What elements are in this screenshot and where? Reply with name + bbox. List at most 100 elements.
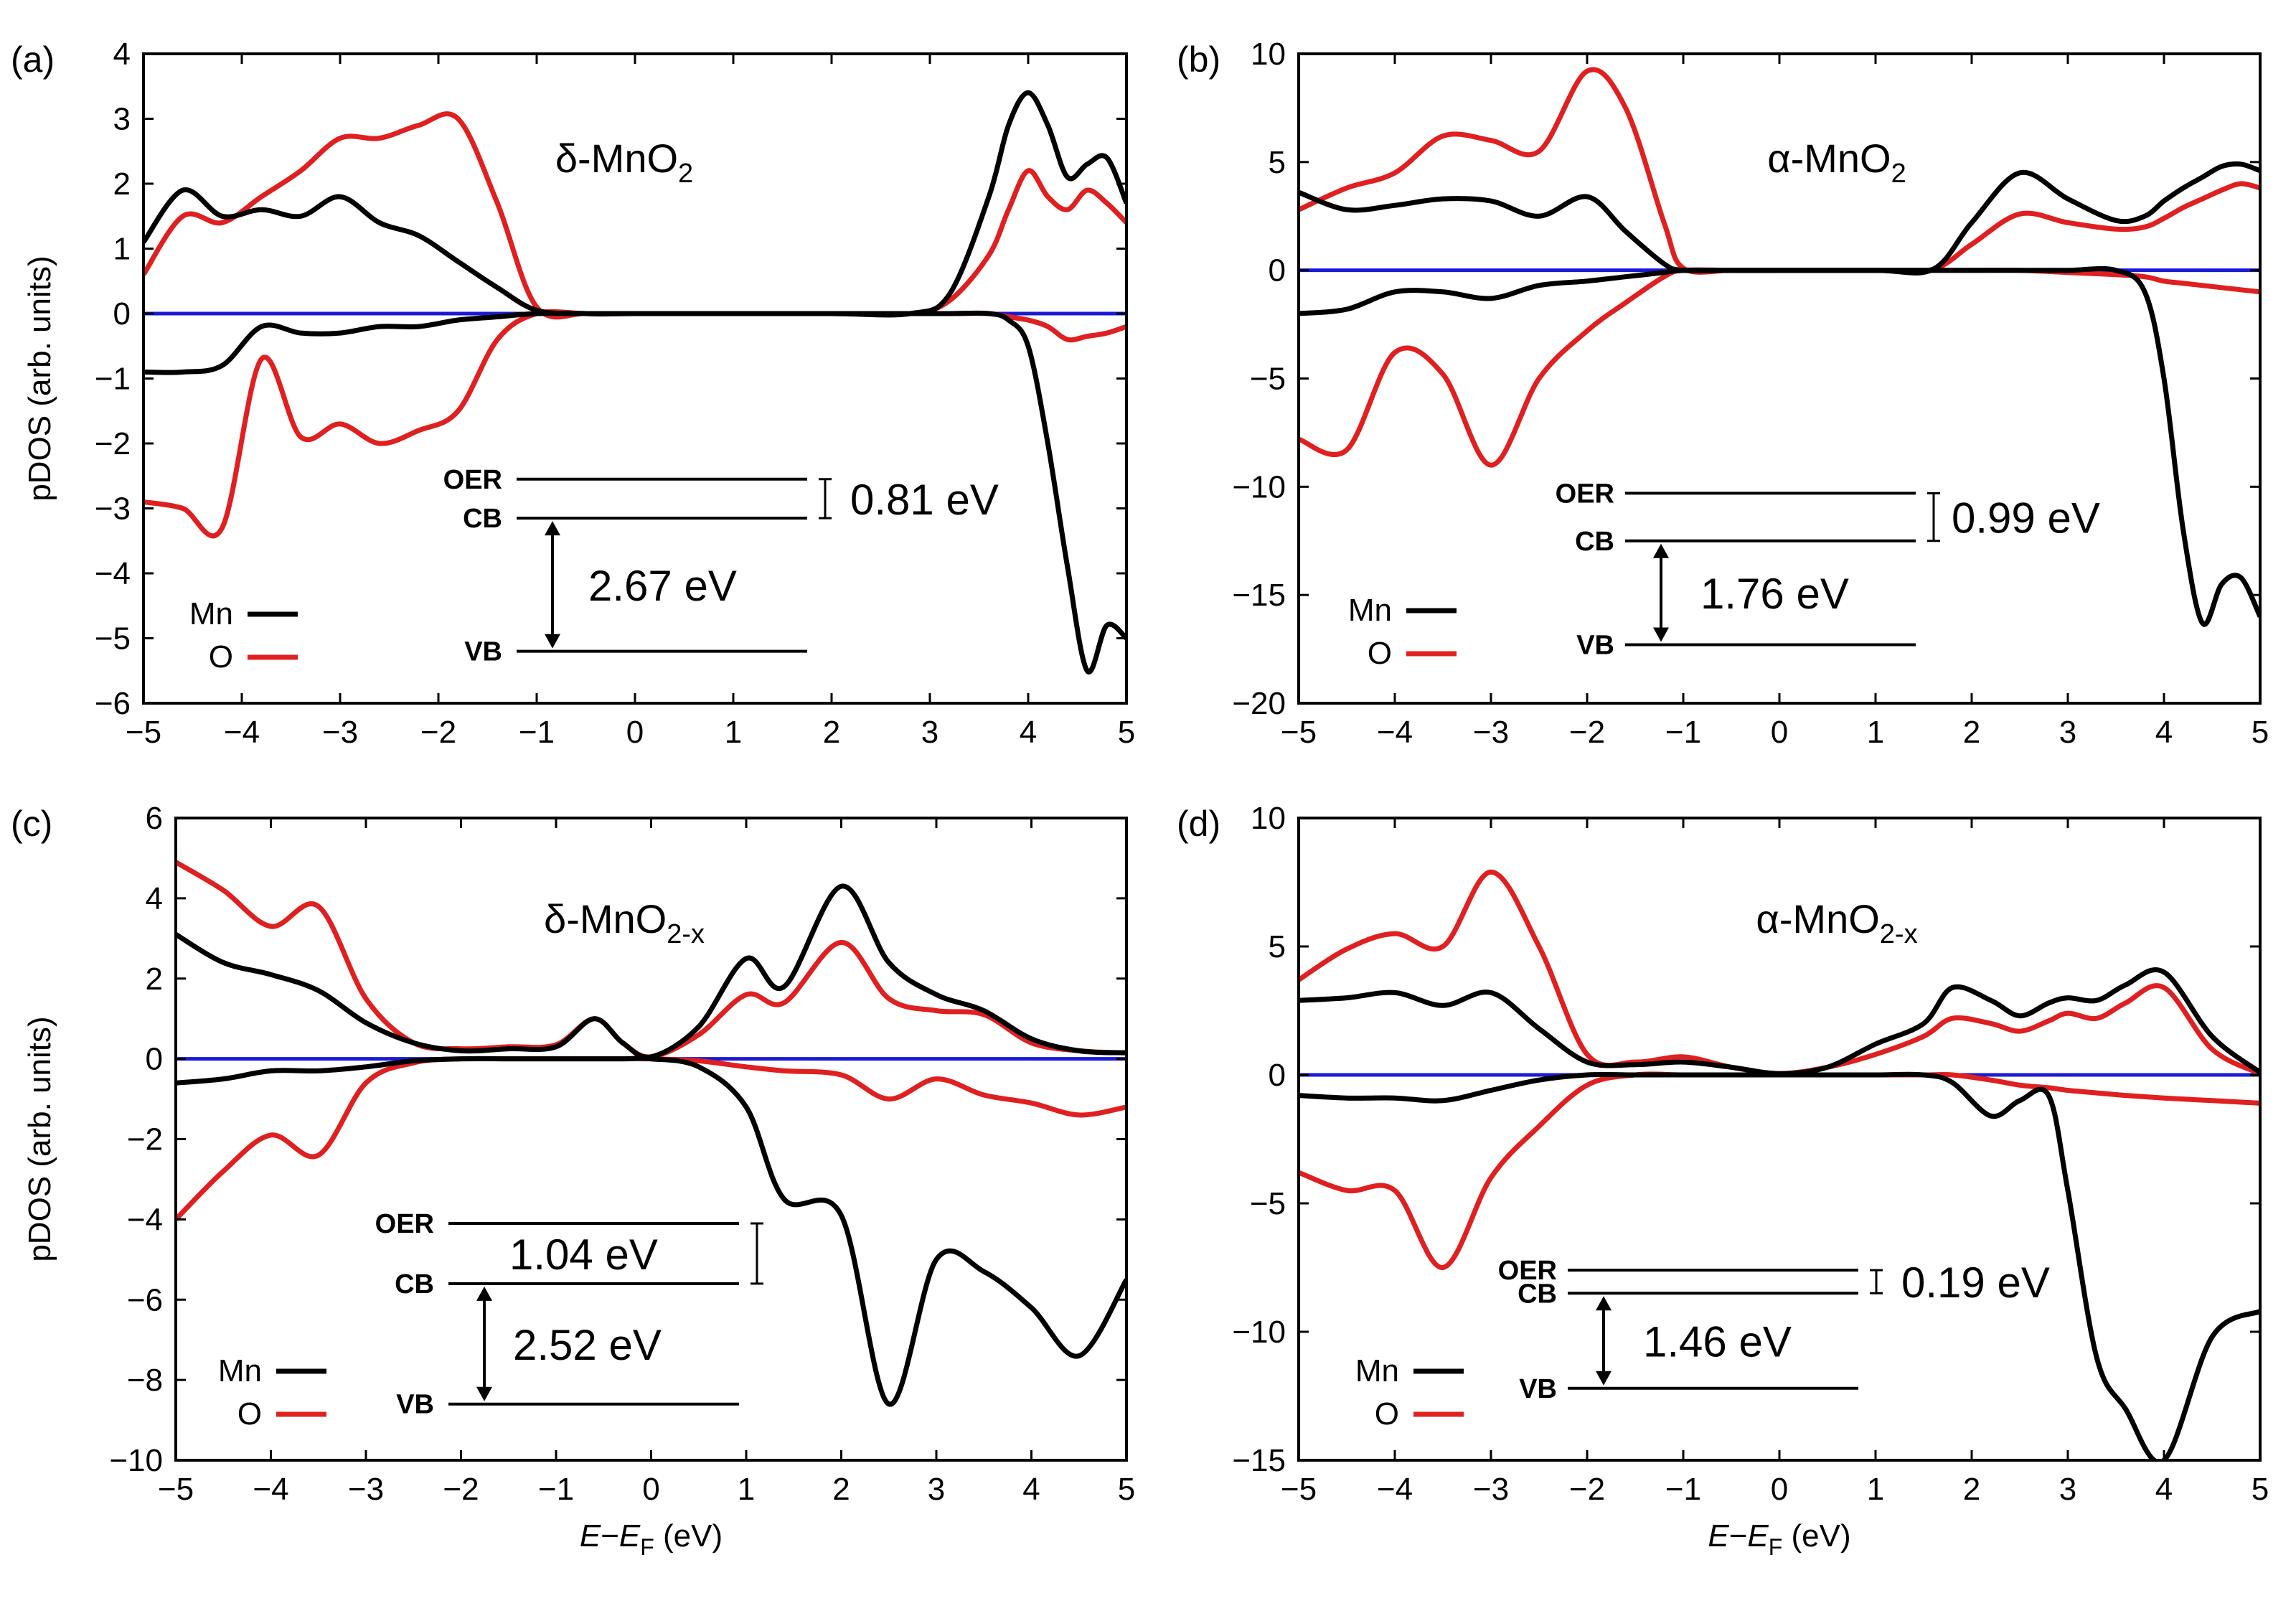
x-label-unit: (eV) — [654, 1518, 723, 1554]
series-o-down — [1299, 1071, 2260, 1270]
title-main: α-MnO — [1756, 896, 1879, 941]
x-tick-label: 1 — [1867, 1472, 1884, 1507]
y-tick-label: −1 — [95, 362, 131, 397]
series-mn-down — [144, 310, 1126, 675]
oer-level-label: OER — [1498, 1256, 1557, 1286]
x-tick-label: −5 — [1281, 1472, 1317, 1507]
x-tick-label: 1 — [1867, 715, 1884, 750]
x-axis-label: E−EF (eV) — [1708, 1518, 1850, 1560]
series-mn-down — [1299, 265, 2260, 627]
y-tick-label: 1 — [113, 232, 131, 267]
x-tick-label: −2 — [1569, 715, 1605, 750]
x-tick-label: −1 — [519, 715, 555, 750]
x-tick-label: −4 — [1377, 1472, 1413, 1507]
y-tick-label: −2 — [127, 1122, 163, 1157]
vb-level-label: VB — [1519, 1374, 1557, 1404]
x-label-f-sub: F — [640, 1534, 654, 1560]
x-tick-label: 1 — [725, 715, 742, 750]
x-label-f-sub: F — [1769, 1534, 1783, 1560]
arrow-head-up — [1653, 543, 1669, 558]
series-mn-down — [176, 1056, 1126, 1407]
x-tick-label: −5 — [158, 1472, 194, 1507]
y-tick-label: −5 — [95, 621, 131, 657]
series-mn-up — [176, 883, 1126, 1060]
oer-cb-gap-label: 0.19 eV — [1901, 1259, 2050, 1307]
y-tick-label: −15 — [1232, 1443, 1286, 1478]
title-main: α-MnO — [1767, 136, 1891, 181]
x-label-minus: − — [601, 1518, 619, 1554]
y-tick-label: 4 — [146, 881, 163, 916]
panel-title: α-MnO2 — [1767, 136, 1906, 189]
series-o-down — [176, 1056, 1126, 1221]
legend-o-label: O — [209, 639, 233, 675]
x-tick-label: −3 — [1473, 715, 1509, 750]
x-tick-label: 5 — [2252, 1472, 2269, 1507]
vb-level-label: VB — [464, 637, 502, 667]
panel-label: (d) — [1177, 804, 1220, 844]
x-tick-label: 2 — [1963, 715, 1980, 750]
panel-label: (b) — [1177, 39, 1220, 80]
band-gap-label: 1.76 eV — [1700, 570, 1849, 618]
legend-o-label: O — [1368, 636, 1392, 671]
band-gap-label: 1.46 eV — [1643, 1318, 1792, 1366]
oer-level-label: OER — [443, 465, 502, 495]
series-group — [144, 90, 1126, 675]
y-tick-label: −8 — [127, 1363, 163, 1398]
series-mn-down — [1299, 1071, 2260, 1460]
x-tick-label: 0 — [642, 1472, 659, 1507]
title-main: δ-MnO — [555, 136, 678, 181]
arrow-head-up — [1596, 1296, 1612, 1311]
vb-level-label: VB — [396, 1390, 434, 1420]
x-tick-label: −1 — [1665, 1472, 1701, 1507]
arrow-head-up — [545, 521, 560, 536]
oer-cb-gap-label: 0.81 eV — [850, 476, 999, 524]
x-tick-label: −2 — [420, 715, 456, 750]
oer-level-label: OER — [1556, 479, 1614, 509]
panel-label: (c) — [11, 804, 52, 844]
x-tick-label: 0 — [626, 715, 644, 750]
oer-cb-gap-label: 0.99 eV — [1952, 494, 2100, 542]
x-tick-label: 4 — [1022, 1472, 1040, 1507]
x-tick-label: −1 — [1665, 715, 1701, 750]
x-tick-label: 5 — [1118, 1472, 1135, 1507]
x-tick-label: 5 — [2252, 715, 2269, 750]
vb-level-label: VB — [1576, 631, 1614, 661]
y-tick-label: 0 — [1269, 253, 1286, 288]
x-tick-label: 4 — [2155, 715, 2173, 750]
x-label-e: E — [580, 1518, 601, 1554]
x-tick-label: −4 — [253, 1472, 288, 1507]
y-tick-label: −4 — [127, 1202, 163, 1237]
series-o-down — [1299, 267, 2260, 468]
arrow-head-down — [545, 634, 560, 649]
cb-level-label: CB — [1518, 1279, 1557, 1309]
title-subscript: 2-x — [667, 919, 705, 949]
x-label-unit: (eV) — [1782, 1518, 1850, 1554]
x-tick-label: 2 — [832, 1472, 850, 1507]
x-label-ef: E — [619, 1518, 641, 1554]
band-gap-label: 2.67 eV — [588, 562, 737, 610]
series-group — [1299, 869, 2260, 1460]
legend-o-label: O — [237, 1396, 262, 1432]
legend-mn-label: Mn — [1348, 593, 1392, 628]
x-tick-label: −3 — [322, 715, 358, 750]
x-tick-label: −2 — [1569, 1472, 1605, 1507]
x-label-e: E — [1708, 1518, 1729, 1554]
y-tick-label: −6 — [127, 1282, 163, 1317]
panel-title: δ-MnO2-x — [544, 896, 705, 949]
x-tick-label: 4 — [2155, 1472, 2173, 1507]
x-tick-label: 3 — [921, 715, 938, 750]
panel-a: −5 −4 −3 −2 −1 0 1 2 3 4 543210−1−2−3−4−5−6(a)δ-Mn… — [11, 37, 1135, 750]
y-tick-label: −10 — [1232, 469, 1286, 504]
oer-level-label: OER — [375, 1209, 434, 1239]
x-tick-label: 3 — [2059, 1472, 2076, 1507]
title-subscript: 2 — [678, 159, 693, 189]
y-tick-label: −5 — [1250, 362, 1286, 397]
series-o-up — [176, 860, 1126, 1060]
y-tick-label: −5 — [1250, 1186, 1286, 1221]
x-tick-label: 5 — [1118, 715, 1135, 750]
series-mn-up — [144, 90, 1126, 318]
legend-mn-label: Mn — [1355, 1353, 1399, 1388]
x-label-minus: − — [1729, 1518, 1748, 1554]
y-tick-label: 0 — [113, 296, 131, 332]
